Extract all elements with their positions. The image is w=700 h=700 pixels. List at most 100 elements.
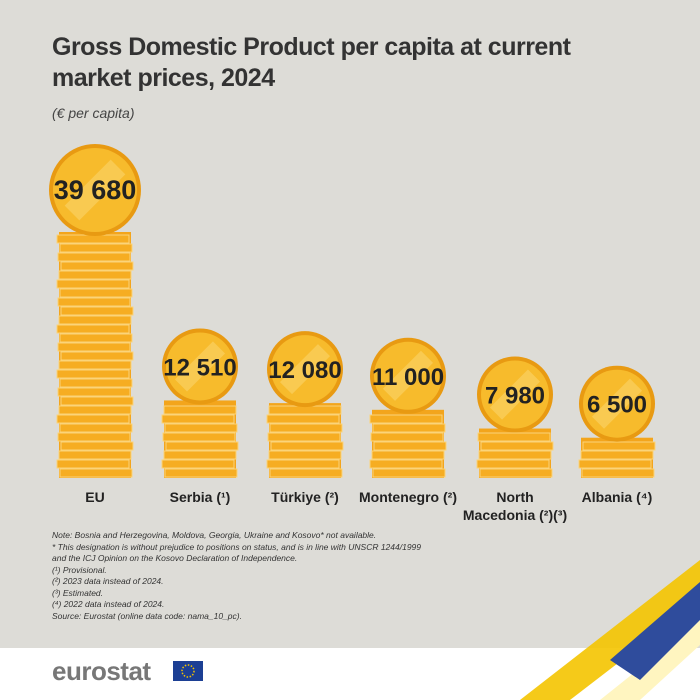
coin-edge: [373, 441, 447, 451]
deco-stripe: [610, 582, 700, 680]
coin-edge: [268, 405, 342, 415]
coin-edge: [580, 450, 654, 460]
coin-edge: [269, 468, 343, 478]
coin-shine: [174, 341, 226, 392]
coin-edge: [57, 387, 131, 397]
coin-edge: [165, 441, 239, 451]
coin-edge: [578, 459, 652, 469]
coin-stack: [56, 232, 134, 478]
value-label: 39 680: [54, 175, 137, 205]
coin-shine: [382, 350, 434, 401]
coin-edge: [58, 450, 132, 460]
coin-edge: [480, 441, 554, 451]
coin-edge: [60, 396, 134, 406]
coin-edge: [371, 450, 445, 460]
note-line: Source: Eurostat (online data code: nama…: [52, 610, 242, 621]
coin-edge: [60, 441, 134, 451]
coin-edge: [477, 432, 551, 442]
coin-stack: [476, 428, 554, 478]
category-label: Montenegro (²): [359, 489, 457, 505]
coin-shine: [591, 378, 643, 429]
coin-edge: [269, 423, 343, 433]
coin-edge: [582, 441, 656, 451]
chart-subtitle: (€ per capita): [52, 105, 135, 121]
coin-edge: [58, 270, 132, 280]
coin-edge: [266, 459, 340, 469]
note-line: (¹) Provisional.: [52, 564, 107, 575]
coin-edge: [372, 468, 446, 478]
note-line: and the ICJ Opinion on the Kosovo Declar…: [52, 553, 298, 563]
category-label: Albania (⁴): [581, 489, 653, 505]
coin-edge: [476, 459, 550, 469]
notes: Note: Bosnia and Herzegovina, Moldova, G…: [52, 530, 652, 622]
coin-edge: [58, 315, 132, 325]
coin-edge: [581, 468, 655, 478]
coin-stack: [578, 437, 656, 478]
coin-edge: [59, 378, 133, 388]
coin-edge: [60, 306, 134, 316]
coin-edge: [56, 279, 130, 289]
chart-title: Gross Domestic Product per capita at cur…: [52, 33, 571, 92]
value-label: 12 510: [163, 354, 236, 381]
note-line: (⁴) 2022 data instead of 2024.: [52, 599, 165, 609]
coin-edge: [58, 405, 132, 415]
coin-edge: [266, 414, 340, 424]
coin-edge: [164, 423, 238, 433]
category-label: EU: [85, 489, 105, 505]
coin-edge: [59, 333, 133, 343]
note-line: (²) 2023 data instead of 2024.: [52, 576, 164, 586]
coin-edge: [164, 468, 238, 478]
coin-edge: [370, 432, 444, 442]
value-label: 7 980: [485, 383, 545, 410]
coin-edge: [372, 423, 446, 433]
coin-edge: [60, 351, 134, 361]
category-label: Serbia (¹): [169, 489, 231, 505]
coin-edge: [56, 414, 130, 424]
coin-edge: [56, 369, 130, 379]
note-line: (³) Estimated.: [52, 587, 104, 598]
deco-stripe: [520, 560, 700, 700]
coin-edge: [270, 441, 344, 451]
coin-edge: [58, 360, 132, 370]
coin-shine: [489, 369, 541, 420]
coin-shine: [64, 159, 126, 221]
coin-shine: [279, 344, 331, 395]
category-label: Türkiye (²): [271, 489, 339, 505]
coin-edge: [56, 324, 130, 334]
coin-edge: [56, 234, 130, 244]
coin-edge: [478, 450, 552, 460]
coin-stack: [161, 400, 239, 478]
coin-stack: [369, 409, 447, 478]
value-label: 12 080: [268, 357, 341, 384]
coin-edge: [59, 288, 133, 298]
coin-edge: [161, 459, 235, 469]
coin-edge: [59, 423, 133, 433]
coin-edge: [59, 243, 133, 253]
coin-edge: [56, 459, 130, 469]
coin-edge: [57, 297, 131, 307]
coin-edge: [267, 432, 341, 442]
coin-edge: [369, 414, 443, 424]
coin-edge: [57, 432, 131, 442]
coin-edge: [268, 450, 342, 460]
note-line: * This designation is without prejudice …: [52, 541, 422, 552]
eu-stars: [181, 664, 195, 678]
coin-edge: [369, 459, 443, 469]
category-label: North Macedonia (²)(³): [462, 489, 568, 523]
value-label: 11 000: [372, 364, 444, 391]
eu-flag: [173, 661, 203, 681]
note-line: Note: Bosnia and Herzegovina, Moldova, G…: [52, 530, 377, 540]
coin-edge: [161, 414, 235, 424]
coin-edge: [163, 450, 237, 460]
coin-edge: [162, 432, 236, 442]
coin-edge: [59, 468, 133, 478]
coin-edge: [479, 468, 553, 478]
coin-edge: [57, 252, 131, 262]
value-label: 6 500: [587, 392, 647, 419]
coin-edge: [163, 405, 237, 415]
logo: eurostat: [52, 656, 151, 686]
coin-stack: [266, 403, 344, 478]
coin-edge: [60, 261, 134, 271]
